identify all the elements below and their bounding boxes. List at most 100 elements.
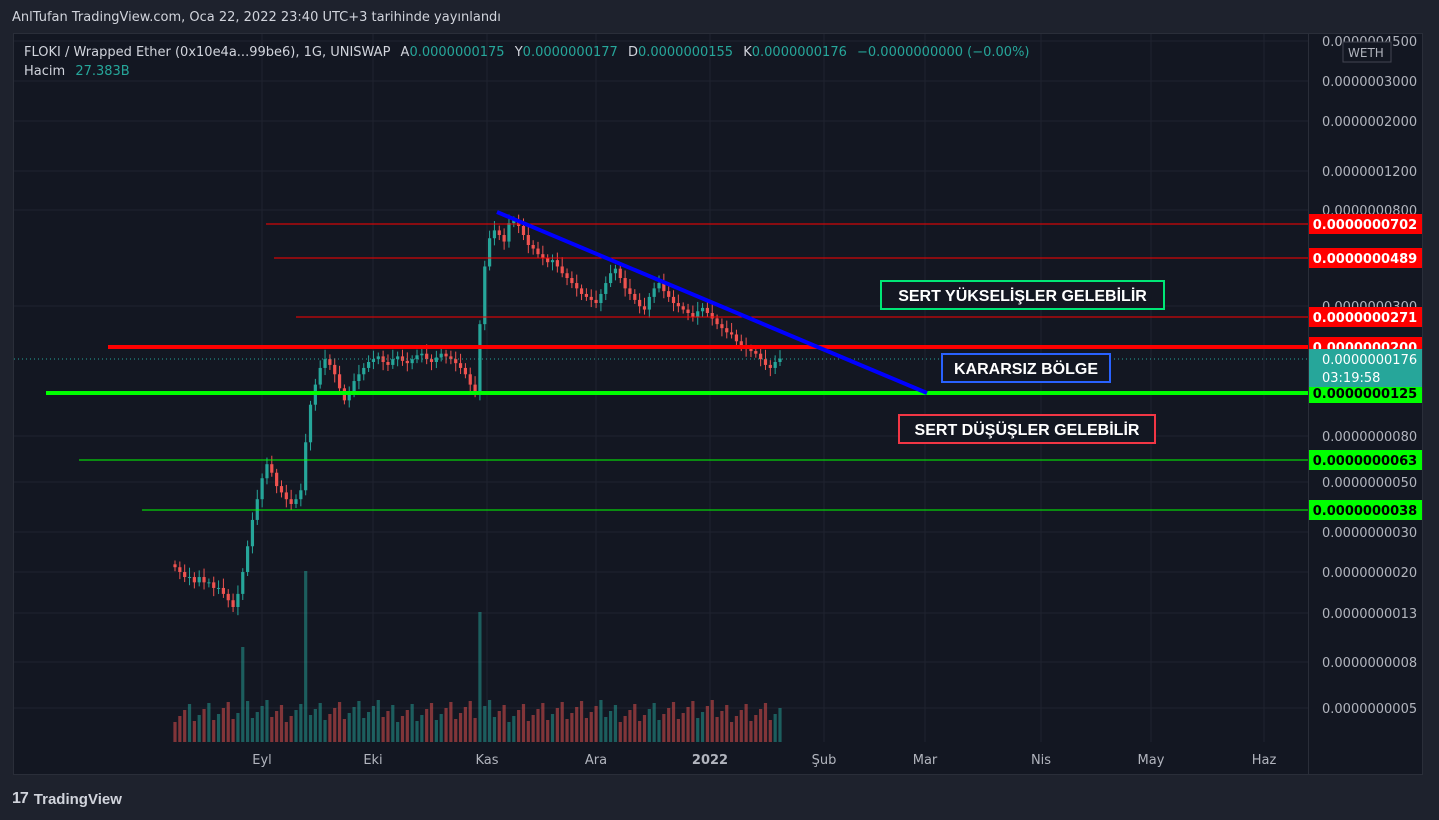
candle-body	[371, 359, 376, 362]
volume-bar	[642, 715, 647, 742]
candle-body	[478, 324, 482, 393]
candle-body	[241, 572, 245, 594]
candle-body	[560, 266, 564, 274]
candle-body	[546, 258, 550, 263]
candle-body	[609, 273, 613, 284]
last-price-value: 0.0000000176	[1322, 353, 1417, 368]
volume-bar	[604, 717, 608, 742]
volume-bar	[671, 702, 676, 742]
volume-bar	[705, 706, 709, 742]
volume-bar	[638, 721, 642, 742]
volume-bar	[260, 706, 264, 742]
volume-bar	[255, 712, 259, 742]
currency-badge[interactable]	[1342, 41, 1392, 63]
open-value: 0.0000000175	[409, 45, 505, 60]
volume-bar	[367, 712, 371, 742]
volume-bar	[478, 612, 482, 742]
volume-bar	[434, 720, 438, 742]
candle-body	[386, 361, 390, 365]
candle-body	[686, 309, 690, 314]
volume-bar	[749, 721, 753, 742]
candle-body	[652, 288, 656, 297]
volume-bar	[183, 710, 187, 742]
annotation-box[interactable]	[880, 280, 1165, 310]
trendline[interactable]	[496, 210, 928, 395]
volume-bar	[691, 701, 695, 742]
tradingview-brand: TradingView	[33, 790, 122, 808]
volume-bar	[294, 710, 298, 742]
candle-body	[628, 288, 632, 294]
volume-bar	[565, 719, 569, 742]
volume-bar	[662, 714, 666, 742]
volume-bar	[347, 713, 351, 742]
volume-bar	[468, 701, 472, 742]
candle-body	[405, 360, 409, 364]
candle-body	[260, 478, 264, 500]
candle-body	[715, 318, 719, 325]
level-price-label: 0.0000000489	[1313, 252, 1417, 267]
ohlc-legend-row: FLOKI / Wrapped Ether (0x10e4a...99be6),…	[24, 45, 1030, 60]
volume-bar	[575, 707, 579, 742]
level-price-tag	[1309, 214, 1422, 234]
volume-bar	[236, 713, 240, 742]
volume-bar	[647, 709, 651, 742]
symbol-title[interactable]: FLOKI / Wrapped Ether (0x10e4a...99be6),…	[24, 45, 391, 60]
candle-body	[618, 268, 622, 279]
volume-bar	[197, 715, 201, 742]
volume-bar	[681, 713, 685, 742]
level-price-tag	[1309, 383, 1422, 403]
close-value: 0.0000000176	[751, 45, 847, 60]
volume-bar	[497, 711, 501, 742]
x-tick-label: Nis	[1031, 753, 1051, 768]
candle-body	[328, 359, 332, 365]
candle-body	[647, 296, 651, 310]
candle-body	[197, 577, 201, 583]
tradingview-logo[interactable]: 17 TradingView	[12, 790, 122, 808]
volume-bar	[531, 715, 535, 742]
volume-bar	[207, 703, 211, 742]
candle-body	[512, 220, 516, 224]
annotation-box[interactable]	[941, 353, 1111, 383]
volume-bar	[584, 718, 588, 742]
x-tick-label: Ara	[585, 753, 607, 768]
level-price-label: 0.0000000125	[1313, 387, 1417, 402]
volume-bar	[759, 709, 763, 742]
volume-bar	[589, 712, 593, 742]
volume-bar	[202, 709, 206, 742]
candle-body	[570, 278, 574, 284]
volume-label[interactable]: Hacim	[24, 64, 66, 79]
volume-bar	[323, 720, 327, 742]
change-value: −0.0000000000 (−0.00%)	[857, 45, 1030, 60]
candle-body	[270, 464, 274, 473]
candle-body	[289, 499, 293, 504]
candle-body	[429, 359, 434, 362]
candle-body	[633, 293, 637, 300]
volume-bar	[546, 720, 550, 742]
candle-body	[226, 593, 230, 601]
volume-bar	[396, 722, 400, 742]
volume-bar	[425, 709, 429, 742]
volume-bar	[609, 711, 613, 742]
annotation-box[interactable]	[898, 414, 1156, 444]
high-label: Y	[514, 45, 523, 60]
volume-bar	[400, 716, 405, 742]
low-value: 0.0000000155	[637, 45, 734, 60]
candle-body	[575, 283, 579, 289]
x-tick-label: Haz	[1252, 753, 1277, 768]
candle-body	[415, 355, 419, 360]
volume-bar	[381, 717, 385, 742]
volume-bar	[444, 708, 448, 742]
volume-bar	[342, 719, 346, 742]
volume-bar	[502, 705, 506, 742]
volume-bar	[734, 716, 739, 742]
chart-pane[interactable]	[13, 33, 1423, 775]
volume-bar	[710, 700, 714, 742]
candle-body	[192, 577, 196, 583]
level-price-tag	[1309, 307, 1422, 327]
candle-body	[279, 486, 284, 493]
candle-body	[555, 260, 559, 267]
candle-body	[187, 577, 192, 579]
candle-body	[700, 307, 705, 312]
volume-bar	[226, 702, 230, 742]
